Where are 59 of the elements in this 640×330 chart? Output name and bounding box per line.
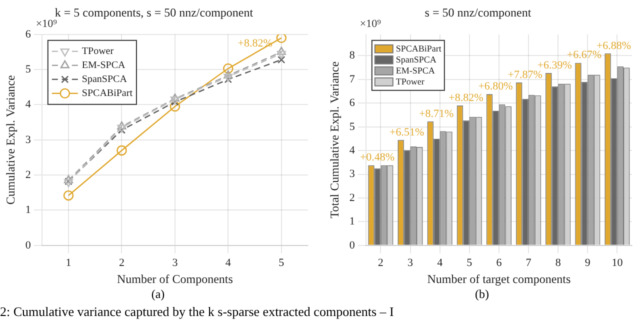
legend-label: SpanSPCA [82, 74, 128, 86]
y-axis-title: Total Cumulative Expl. Variance [327, 61, 342, 218]
y-tick-label: 1 [25, 204, 31, 216]
legend-label: TPower [396, 76, 424, 86]
x-tick-label: 3 [408, 256, 414, 269]
y-tick-label: 6 [25, 28, 32, 40]
y-tick-label: 2 [349, 192, 355, 204]
annotation: +6.88% [596, 40, 632, 52]
annotation: +6.51% [390, 126, 424, 138]
x-tick-label: 10 [612, 256, 624, 269]
text: ×10⁹ [36, 18, 58, 30]
x-axis-title: Number of target components [427, 272, 571, 286]
legend-label: EM-SPCA [396, 65, 436, 76]
chart-title: s = 50 nnz/component [424, 5, 532, 20]
annotation: +6.80% [478, 80, 513, 93]
text: (b) [474, 287, 490, 302]
y-tick-label: 4 [349, 144, 356, 156]
x-tick-label: 8 [555, 256, 562, 269]
x-tick-label: 2 [118, 256, 124, 269]
y-tick-label: 6 [349, 97, 356, 110]
annotation: +0.48% [360, 152, 395, 164]
y-tick-label: 4 [25, 98, 32, 111]
text: 2: Cumulative variance captured by the k s-sparse extracted components – I [0, 304, 395, 320]
annotation: +8.82% [448, 92, 484, 104]
y-tick-label: 0 [349, 239, 356, 252]
y-tick-label: 2 [25, 168, 31, 181]
y-tick-label: 1 [349, 216, 355, 228]
annotation: +6.39% [537, 59, 572, 72]
legend-label: SPCABiPart [396, 43, 442, 54]
x-tick-label: 5 [278, 256, 285, 269]
x-tick-label: 3 [172, 256, 178, 269]
x-tick-label: 4 [225, 256, 232, 269]
text: ×10⁹ [360, 18, 382, 30]
annotation: +7.87% [508, 68, 542, 81]
y-tick-label: 3 [349, 168, 356, 180]
annotation: +8.82% [238, 37, 272, 50]
annotation: +8.71% [419, 108, 454, 120]
x-tick-label: 1 [66, 256, 72, 269]
x-tick-label: 6 [496, 256, 502, 269]
x-tick-label: 5 [466, 256, 473, 269]
legend-label: TPower [82, 46, 114, 58]
legend-label: EM-SPCA [82, 60, 126, 72]
y-tick-label: 7 [349, 73, 356, 86]
y-tick-label: 8 [349, 50, 356, 62]
y-tick-label: 0 [25, 239, 32, 252]
y-tick-label: 5 [349, 120, 356, 133]
x-tick-label: 7 [526, 256, 532, 269]
x-tick-label: 2 [378, 256, 384, 269]
text: (a) [150, 287, 166, 302]
x-tick-label: 9 [584, 256, 591, 269]
y-tick-label: 5 [25, 63, 32, 76]
y-tick-label: 3 [25, 134, 32, 146]
x-tick-label: 4 [437, 256, 444, 269]
legend-label: SpanSPCA [396, 54, 437, 64]
y-axis-title: Cumulative Expl. Variance [3, 75, 18, 205]
legend-label: SPCABiPart [82, 88, 133, 100]
x-axis-title: Number of Components [116, 272, 234, 286]
annotation: +6.67% [566, 49, 602, 62]
chart-title: k = 5 components, s = 50 nnz/component [54, 5, 254, 20]
